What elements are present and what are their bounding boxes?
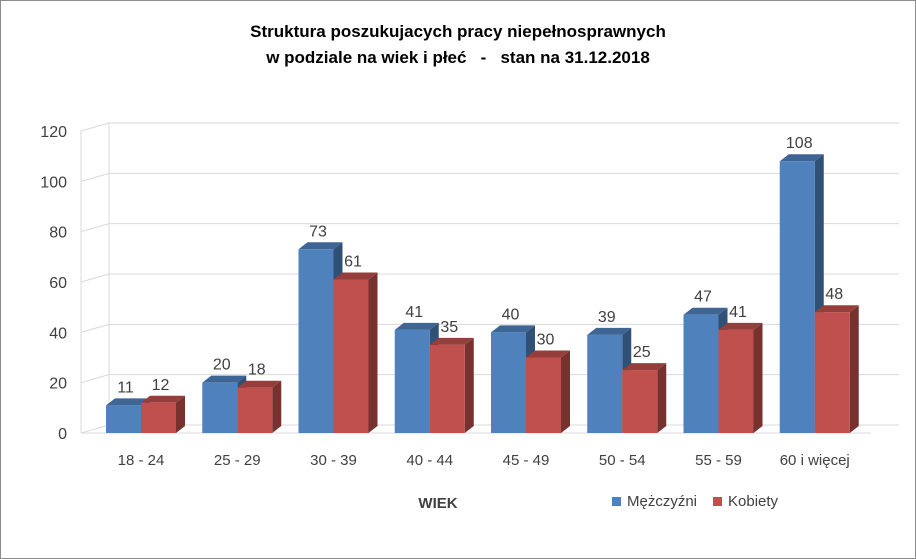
y-tick-label: 40 [49, 325, 67, 342]
y-tick-label: 100 [40, 174, 67, 191]
data-label: 30 [537, 332, 555, 349]
data-label: 20 [213, 357, 231, 374]
floor-left-edge [80, 424, 110, 434]
data-label: 12 [152, 377, 170, 394]
bar [779, 161, 815, 433]
x-tick-label: 60 i więcej [780, 452, 850, 469]
bar [814, 312, 850, 433]
bar-top [141, 395, 185, 403]
data-label: 40 [502, 306, 520, 323]
y-tick-label: 0 [58, 426, 67, 443]
chart-title-line-1: Struktura poszukujacych pracy niepełnosp… [250, 22, 666, 41]
x-tick-label: 40 - 44 [406, 452, 453, 469]
bar-side [657, 363, 667, 433]
x-tick-label: 25 - 29 [214, 452, 261, 469]
legend: Mężczyźni Kobiety [612, 493, 778, 510]
legend-label-men: Mężczyźni [627, 493, 698, 510]
bar-top [429, 337, 474, 345]
x-axis-title: WIEK [418, 495, 457, 512]
data-label: 61 [344, 253, 362, 270]
data-label: 39 [598, 309, 616, 326]
data-label: 48 [825, 286, 843, 303]
y-tick-label: 60 [49, 275, 67, 292]
x-tick-label: 55 - 59 [695, 452, 742, 469]
bar-top [106, 398, 150, 406]
bar-top [394, 322, 439, 330]
bar [394, 329, 430, 433]
bar-top [333, 272, 378, 280]
x-tick-label: 30 - 39 [310, 452, 357, 469]
bar [683, 314, 719, 433]
bar [718, 329, 754, 433]
bar-top [202, 375, 247, 383]
bar [526, 357, 561, 433]
bar-side [561, 350, 570, 433]
bar-top [779, 154, 824, 162]
data-label: 108 [786, 135, 813, 152]
gridline-side [80, 223, 110, 233]
legend-item-women: Kobiety [713, 493, 778, 510]
data-label: 18 [248, 362, 266, 379]
x-tick-label: 50 - 54 [599, 452, 646, 469]
bar-top [683, 307, 728, 315]
legend-swatch-men [612, 497, 621, 506]
gridline-side [80, 122, 110, 132]
bar-side [753, 322, 763, 433]
data-label: 47 [694, 289, 712, 306]
bar-top [622, 363, 667, 371]
bar [587, 334, 623, 433]
legend-label-women: Kobiety [728, 493, 779, 510]
x-tick-label: 45 - 49 [503, 452, 550, 469]
data-label: 35 [440, 319, 458, 336]
chart-title-line-2: w podziale na wiek i płeć - stan na 31.1… [266, 48, 650, 67]
y-tick-label: 80 [49, 225, 67, 242]
bar [202, 382, 238, 433]
bar [298, 249, 334, 433]
gridline-side [80, 273, 110, 283]
data-label: 73 [309, 223, 327, 240]
bar-top [587, 327, 632, 335]
x-tick-label: 18 - 24 [118, 452, 165, 469]
bar-side [272, 380, 282, 433]
legend-item-men: Mężczyźni [612, 493, 697, 510]
data-label: 41 [405, 304, 423, 321]
data-label: 25 [633, 344, 651, 361]
bar [491, 332, 526, 433]
bar-top [491, 325, 535, 333]
bar-side [849, 305, 859, 433]
bar-side [368, 272, 378, 433]
y-tick-label: 20 [49, 376, 67, 393]
bar [333, 279, 369, 433]
bar-top [298, 242, 343, 250]
y-tick-label: 120 [40, 124, 67, 141]
bar [106, 405, 141, 433]
bar-top [814, 305, 859, 313]
gridline-side [80, 374, 110, 384]
bar-side [464, 337, 474, 433]
chart-title: Struktura poszukujacych pracy niepełnosp… [1, 19, 915, 71]
legend-swatch-women [713, 497, 723, 506]
bar-top [718, 322, 763, 330]
bar-side [176, 395, 185, 433]
bar [429, 344, 465, 433]
data-label: 41 [729, 304, 747, 321]
bar [141, 402, 176, 433]
gridline-side [80, 172, 110, 182]
gridline-side [80, 323, 110, 333]
data-label: 11 [117, 379, 134, 396]
bar-top [526, 350, 570, 358]
bar-top [237, 380, 282, 388]
bar [622, 370, 658, 433]
bar [237, 387, 273, 433]
